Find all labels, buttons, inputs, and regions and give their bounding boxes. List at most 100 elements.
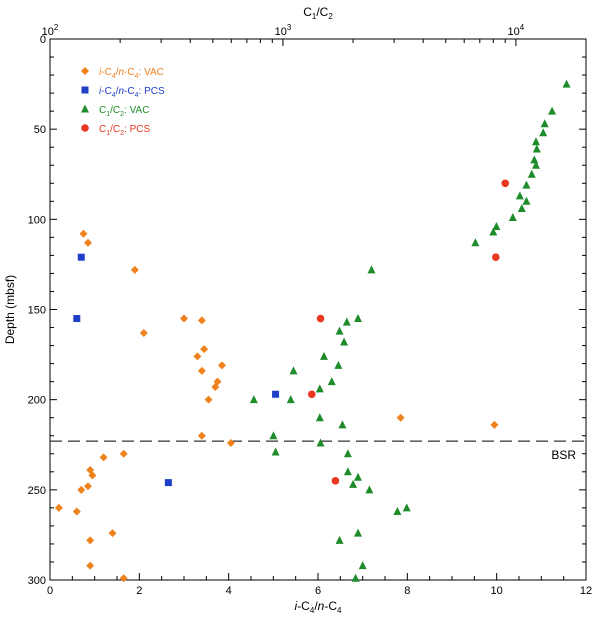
- top-tick-label: 102: [42, 23, 59, 38]
- bsr-label: BSR: [551, 448, 576, 462]
- ic4-nc4-vac-point: [119, 574, 128, 583]
- c1-c2-vac-point: [335, 326, 344, 335]
- ic4-nc4-vac-point: [77, 485, 86, 494]
- y-tick-label: 300: [28, 575, 46, 587]
- y-tick-label: 0: [40, 34, 46, 46]
- c1-c2-vac-point: [343, 449, 352, 458]
- ic4-nc4-vac-point: [200, 345, 209, 354]
- ic4-nc4-vac-point: [83, 482, 92, 491]
- top-title-sub2: 2: [328, 12, 333, 21]
- c1-c2-vac-point: [532, 144, 541, 153]
- ic4-nc4-vac-point: [72, 507, 81, 516]
- legend-marker: [81, 86, 89, 94]
- c1-c2-pcs-point: [316, 314, 325, 323]
- c1-c2-vac-point: [338, 420, 347, 429]
- c1-c2-vac-point: [531, 137, 540, 146]
- ic4-nc4-vac-point: [211, 383, 220, 392]
- ic4-nc4-vac-point: [79, 229, 88, 238]
- ic4-nc4-vac-point: [108, 529, 117, 538]
- bottom-tick-label: 6: [315, 585, 321, 597]
- ic4-nc4-vac-point: [217, 361, 226, 370]
- legend-marker: [81, 104, 89, 113]
- ic4-nc4-vac-point: [226, 438, 235, 447]
- c1-c2-vac-point: [353, 472, 362, 481]
- c1-c2-vac-point: [539, 128, 548, 137]
- c1-c2-vac-point: [286, 395, 295, 404]
- ic4-nc4-vac-point: [99, 453, 108, 462]
- c1-c2-vac-point: [316, 438, 325, 447]
- c1-c2-vac-point: [367, 265, 376, 274]
- c1-c2-vac-point: [508, 213, 517, 222]
- legend-label: i-C4/n-C4: VAC: [99, 67, 164, 80]
- y-tick-label: 50: [34, 124, 46, 136]
- c1-c2-vac-point: [489, 227, 498, 236]
- ic4-nc4-vac-point: [88, 471, 97, 480]
- c1-c2-vac-point: [515, 191, 524, 200]
- c1-c2-vac-point: [393, 506, 402, 515]
- c1-c2-vac-point: [402, 503, 411, 512]
- bottom-tick-label: 0: [47, 585, 53, 597]
- c1-c2-vac-point: [365, 485, 374, 494]
- bottom-tick-label: 12: [580, 585, 592, 597]
- ic4-nc4-vac-point: [193, 352, 202, 361]
- ic4-nc4-vac-point: [86, 561, 95, 570]
- legend-marker: [81, 67, 89, 75]
- ic4-nc4-vac-point: [54, 503, 63, 512]
- c1-c2-vac-point: [343, 467, 352, 476]
- c1-c2-vac-point: [530, 155, 539, 164]
- top-tick-label: 103: [275, 23, 292, 38]
- top-title-c: C: [303, 5, 312, 19]
- c1-c2-vac-point: [517, 204, 526, 213]
- y-axis-title: Depth (mbsf): [3, 275, 17, 344]
- c1-c2-vac-point: [531, 160, 540, 169]
- c1-c2-vac-point: [358, 561, 367, 570]
- x-title-c: -C: [297, 599, 310, 613]
- tick-labels: 0 2 4 6 8 10 12 0 50 100 150 200 250 300 102 103 104: [28, 23, 592, 597]
- x-axis-title-top: C1/C2: [303, 5, 333, 21]
- x-title-i: i: [295, 599, 298, 613]
- c1-c2-vac-point: [342, 317, 351, 326]
- c1-c2-vac-point: [269, 431, 278, 440]
- bottom-tick-label: 10: [491, 585, 503, 597]
- c1-c2-vac-point: [349, 479, 358, 488]
- ic4-nc4-vac-point: [180, 314, 188, 323]
- y-tick-label: 200: [28, 395, 46, 407]
- c1-c2-vac-point: [319, 351, 328, 360]
- c1-c2-vac-point: [327, 377, 336, 386]
- legend: i-C4/n-C4: VAC i-C4/n-C4: PCS C1/C2: VAC C1…: [81, 67, 165, 137]
- c1-c2-vac-point: [315, 384, 324, 393]
- ic4-nc4-vac-point: [119, 449, 128, 458]
- ic4-nc4-vac-point: [139, 328, 148, 337]
- x-title-sub2: 4: [337, 606, 342, 615]
- legend-label: i-C4/n-C4: PCS: [99, 86, 165, 99]
- c1-c2-vac-point: [522, 180, 531, 189]
- bottom-tick-label: 2: [136, 585, 142, 597]
- ic4-nc4-vac-point: [197, 316, 206, 325]
- ic4-nc4-pcs-point: [272, 390, 280, 398]
- c1-c2-vac-point: [315, 413, 324, 422]
- c1-c2-pcs-point: [331, 477, 340, 485]
- y-tick-label: 100: [28, 214, 46, 226]
- ic4-nc4-vac-point: [83, 238, 92, 247]
- c1-c2-vac-point: [527, 169, 536, 178]
- c1-c2-vac-point: [353, 314, 362, 323]
- c1-c2-pcs-point: [492, 253, 500, 262]
- ic4-nc4-vac-point: [197, 431, 206, 440]
- c1-c2-pcs-point: [307, 390, 316, 399]
- c1-c2-vac-point: [353, 528, 362, 537]
- y-tick-label: 150: [28, 305, 46, 317]
- c1-c2-vac-point: [471, 238, 480, 247]
- ic4-nc4-pcs-point: [77, 253, 85, 261]
- x-title-c2: -C: [324, 599, 337, 613]
- c1-c2-vac-point: [249, 395, 258, 404]
- c1-c2-vac-point: [335, 535, 344, 544]
- ic4-nc4-vac-point: [396, 413, 405, 422]
- ic4-nc4-vac-point: [490, 420, 499, 429]
- c1-c2-vac-point: [289, 366, 298, 375]
- ic4-nc4-vac-point: [130, 265, 139, 274]
- top-title-slash: /C: [316, 5, 328, 19]
- ic4-nc4-pcs-point: [73, 315, 81, 323]
- c1-c2-vac-point: [562, 79, 571, 88]
- top-title-sub1: 1: [312, 12, 317, 21]
